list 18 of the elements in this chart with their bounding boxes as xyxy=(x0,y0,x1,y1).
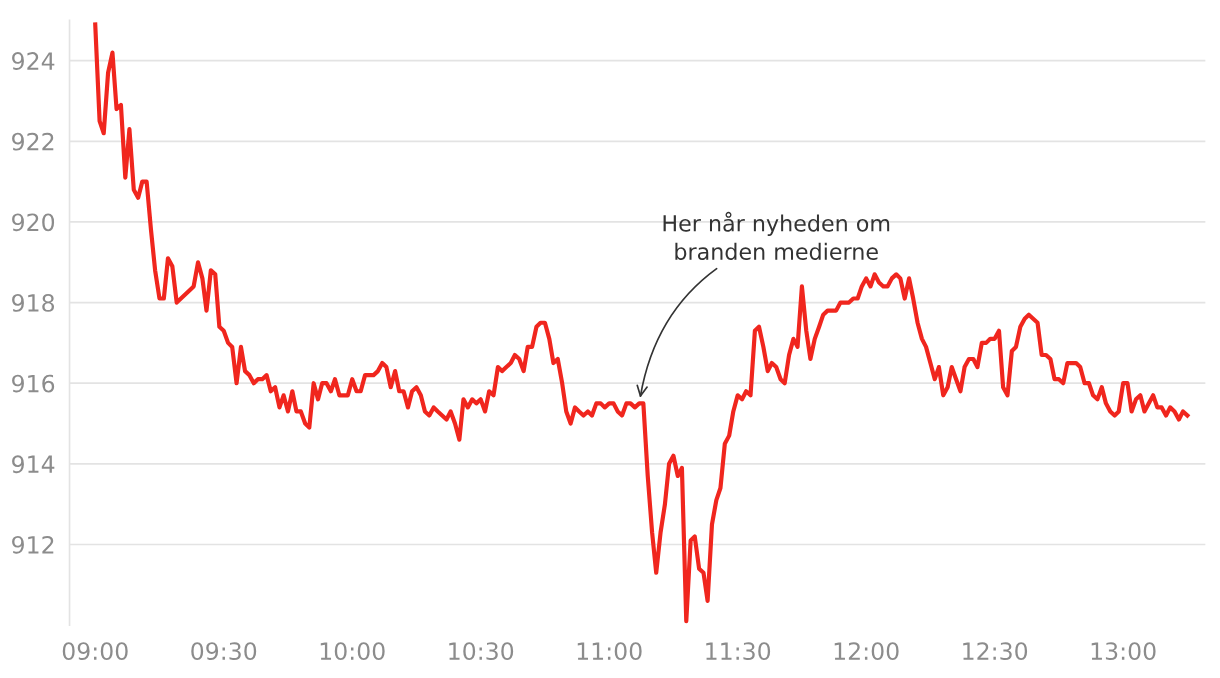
y-tick-label: 924 xyxy=(12,52,55,70)
y-tick-label: 914 xyxy=(12,455,55,474)
y-tick-label: 922 xyxy=(12,132,54,151)
x-tick-label: 11:00 xyxy=(577,642,642,661)
x-tick-label: 13:00 xyxy=(1091,642,1156,661)
y-tick-label: 912 xyxy=(12,535,54,554)
y-tick-label: 918 xyxy=(12,294,55,312)
line-series xyxy=(93,22,1190,624)
x-tick-label: 09:30 xyxy=(191,642,257,661)
x-tick-label: 11:30 xyxy=(706,642,771,661)
x-tick-label: 10:30 xyxy=(449,642,514,661)
x-tick-label: 12:00 xyxy=(834,642,899,661)
annotation: Her når nyheden om branden medierne xyxy=(663,211,890,260)
x-tick-label: 12:30 xyxy=(963,642,1028,661)
x-tick-label: 09:00 xyxy=(62,642,128,661)
x-tick-label: 10:00 xyxy=(320,642,385,661)
y-tick-label: 916 xyxy=(12,374,55,393)
y-tick-label: 920 xyxy=(12,213,55,232)
